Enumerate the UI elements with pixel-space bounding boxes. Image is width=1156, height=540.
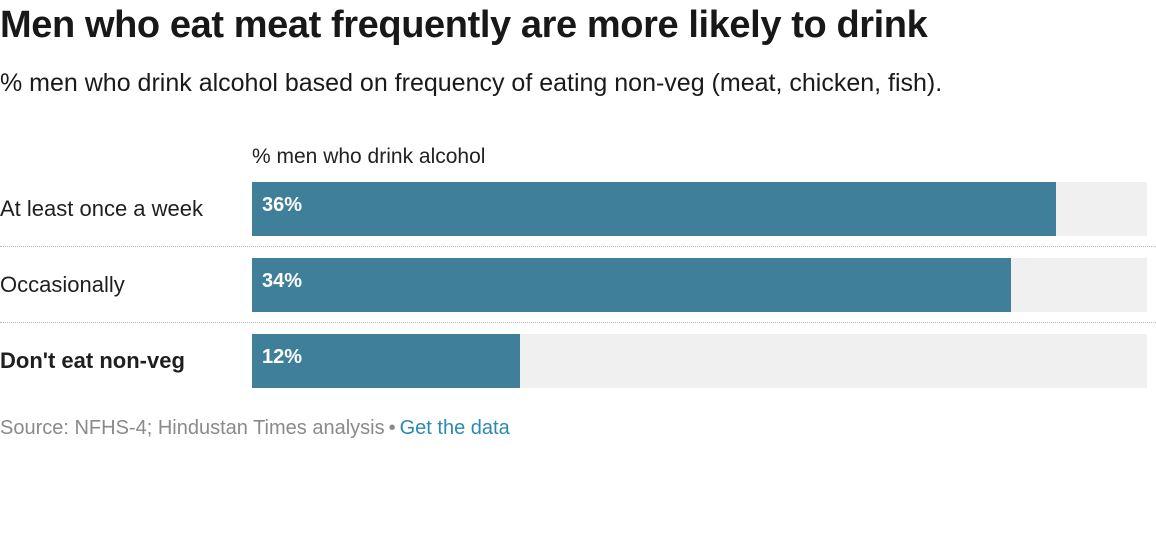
row-divider — [0, 322, 1156, 323]
get-data-link[interactable]: Get the data — [399, 417, 510, 439]
value-column-header: % men who drink alcohol — [252, 145, 486, 168]
bar: 36% — [252, 182, 1056, 236]
bar-track: 36% — [252, 182, 1147, 236]
footer-separator: • — [388, 417, 396, 439]
category-label: Occasionally — [0, 272, 125, 297]
bar: 34% — [252, 258, 1011, 312]
chart-footer: Source: NFHS-4; Hindustan Times analysis… — [0, 414, 510, 442]
bar-track: 12% — [252, 334, 1147, 388]
chart-title: Men who eat meat frequently are more lik… — [0, 4, 928, 46]
category-label: Don't eat non-veg — [0, 348, 185, 373]
bar: 12% — [252, 334, 520, 388]
category-label: At least once a week — [0, 196, 204, 221]
bar-value-label: 34% — [262, 270, 303, 292]
bar-value-label: 36% — [262, 194, 303, 216]
chart-subtitle: % men who drink alcohol based on frequen… — [0, 69, 943, 97]
row-divider — [0, 246, 1156, 247]
source-note: Source: NFHS-4; Hindustan Times analysis — [0, 417, 385, 439]
bar-value-label: 12% — [262, 346, 303, 368]
bar-track: 34% — [252, 258, 1147, 312]
